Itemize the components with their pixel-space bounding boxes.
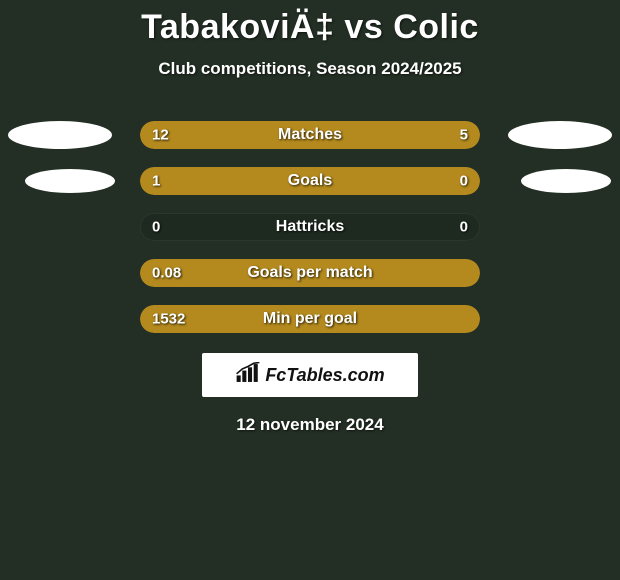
- stat-right-value: 0: [460, 219, 468, 236]
- player-right-marker: [521, 169, 611, 193]
- stat-bar: 0 0 Hattricks: [140, 213, 480, 241]
- stat-row: 1 0 Goals: [0, 167, 620, 195]
- page-title: TabakoviÄ‡ vs Colic: [0, 8, 620, 47]
- stat-row: 0 0 Hattricks: [0, 213, 620, 241]
- stat-label: Hattricks: [276, 218, 344, 236]
- stat-bar: 0.08 Goals per match: [140, 259, 480, 287]
- chart-icon: [235, 362, 261, 389]
- stat-bar: 12 5 Matches: [140, 121, 480, 149]
- bar-left-fill: [140, 121, 378, 149]
- brand-text: FcTables.com: [265, 365, 384, 386]
- stat-left-value: 0: [152, 219, 160, 236]
- stat-left-value: 0.08: [152, 265, 181, 282]
- stat-label: Matches: [278, 126, 342, 144]
- bar-left-fill: [140, 167, 405, 195]
- date-text: 12 november 2024: [0, 415, 620, 435]
- stat-right-value: 0: [460, 173, 468, 190]
- player-left-marker: [25, 169, 115, 193]
- stat-row: 12 5 Matches: [0, 121, 620, 149]
- stat-left-value: 12: [152, 127, 169, 144]
- stat-rows: 12 5 Matches 1 0 Goals 0 0 Hattricks 0.08 Goals pe…: [0, 121, 620, 333]
- comparison-widget: TabakoviÄ‡ vs Colic Club competitions, S…: [0, 0, 620, 435]
- stat-left-value: 1532: [152, 311, 185, 328]
- bar-right-fill: [405, 167, 480, 195]
- stat-right-value: 5: [460, 127, 468, 144]
- player-left-marker: [8, 121, 112, 149]
- stat-label: Goals per match: [247, 264, 372, 282]
- brand-logo[interactable]: FcTables.com: [202, 353, 418, 397]
- page-subtitle: Club competitions, Season 2024/2025: [0, 59, 620, 79]
- stat-row: 1532 Min per goal: [0, 305, 620, 333]
- stat-label: Goals: [288, 172, 332, 190]
- stat-bar: 1532 Min per goal: [140, 305, 480, 333]
- player-right-marker: [508, 121, 612, 149]
- stat-bar: 1 0 Goals: [140, 167, 480, 195]
- stat-row: 0.08 Goals per match: [0, 259, 620, 287]
- stat-label: Min per goal: [263, 310, 357, 328]
- stat-left-value: 1: [152, 173, 160, 190]
